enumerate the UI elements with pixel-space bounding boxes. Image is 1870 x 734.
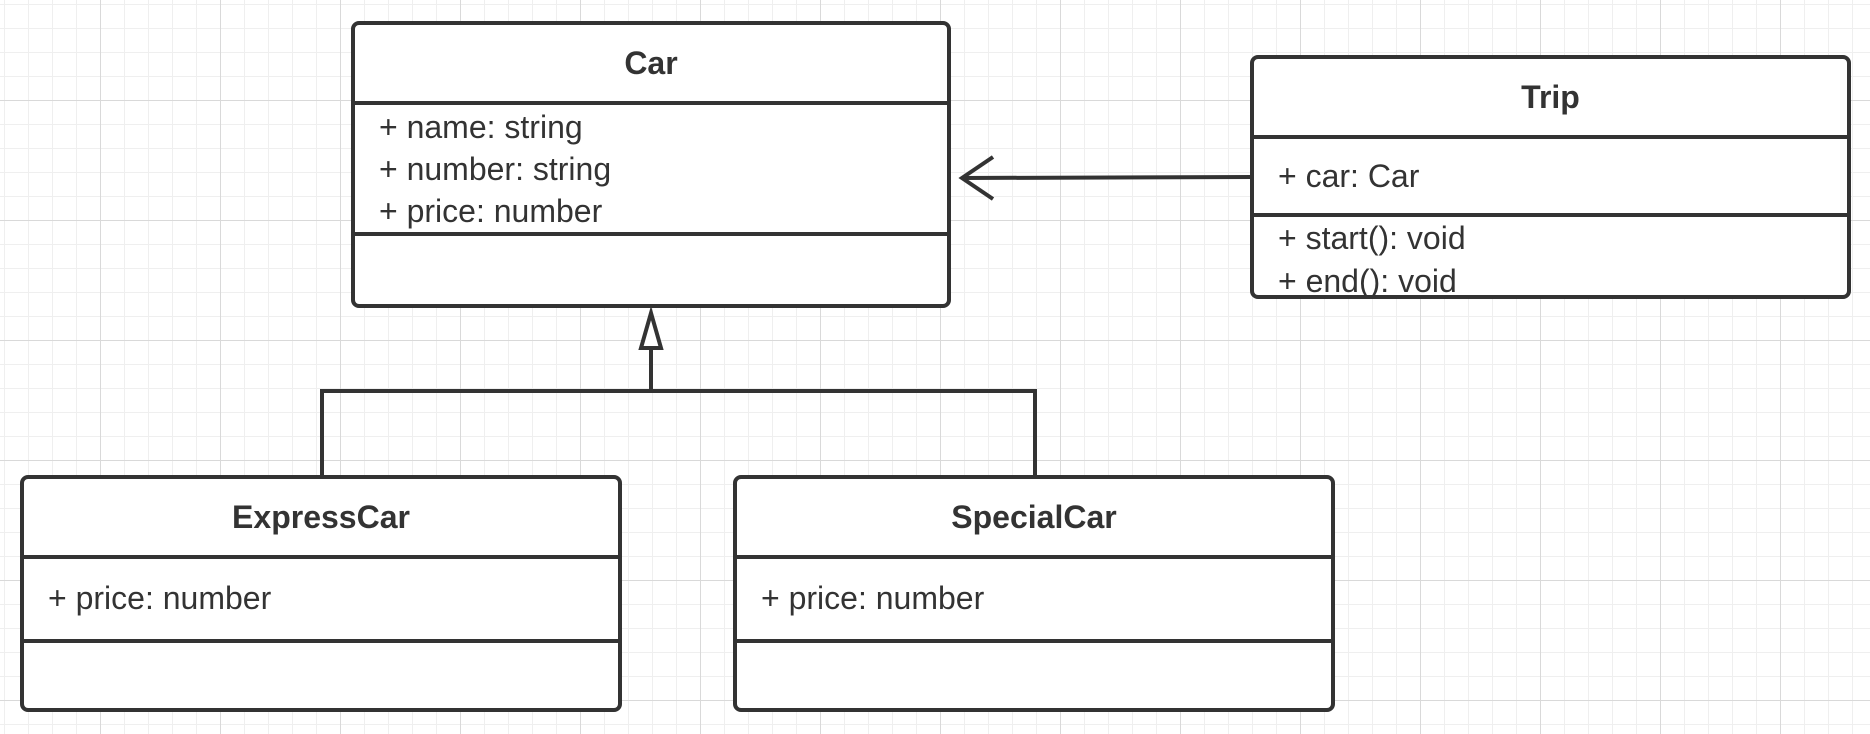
class-trip-attribute: + car: Car: [1278, 158, 1420, 194]
class-specialcar-name: SpecialCar: [737, 479, 1331, 559]
class-specialcar-attributes: + price: number: [737, 559, 1331, 643]
generalization-line-expresscar[interactable]: [320, 389, 651, 477]
class-trip-method: + end(): void: [1278, 263, 1457, 299]
class-car-attribute: + price: number: [379, 193, 603, 229]
class-trip[interactable]: Trip + car: Car + start(): void + end():…: [1250, 55, 1851, 299]
association-arrowhead-icon: [958, 155, 995, 201]
class-trip-name: Trip: [1254, 59, 1847, 139]
class-car-attribute: + name: string: [379, 109, 583, 145]
class-car-name: Car: [355, 25, 947, 105]
class-trip-methods: + start(): void + end(): void: [1254, 217, 1847, 299]
class-specialcar[interactable]: SpecialCar + price: number: [733, 475, 1335, 712]
generalization-line-specialcar[interactable]: [651, 389, 1037, 477]
class-car[interactable]: Car + name: string + number: string + pr…: [351, 21, 951, 308]
class-specialcar-attribute: + price: number: [761, 580, 985, 616]
class-expresscar-name: ExpressCar: [24, 479, 618, 559]
class-expresscar-attribute: + price: number: [48, 580, 272, 616]
generalization-arrowhead-icon: [638, 305, 664, 350]
class-car-attributes: + name: string + number: string + price:…: [355, 105, 947, 236]
class-expresscar[interactable]: ExpressCar + price: number: [20, 475, 622, 712]
class-trip-attributes: + car: Car: [1254, 139, 1847, 217]
class-car-attribute: + number: string: [379, 151, 612, 187]
class-trip-method: + start(): void: [1278, 220, 1466, 256]
class-expresscar-attributes: + price: number: [24, 559, 618, 643]
association-line-trip-car[interactable]: [961, 175, 1253, 180]
